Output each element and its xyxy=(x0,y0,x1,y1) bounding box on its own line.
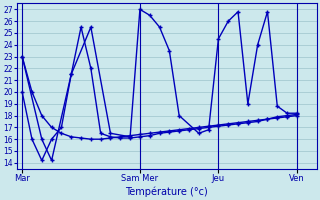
X-axis label: Température (°c): Température (°c) xyxy=(125,186,208,197)
